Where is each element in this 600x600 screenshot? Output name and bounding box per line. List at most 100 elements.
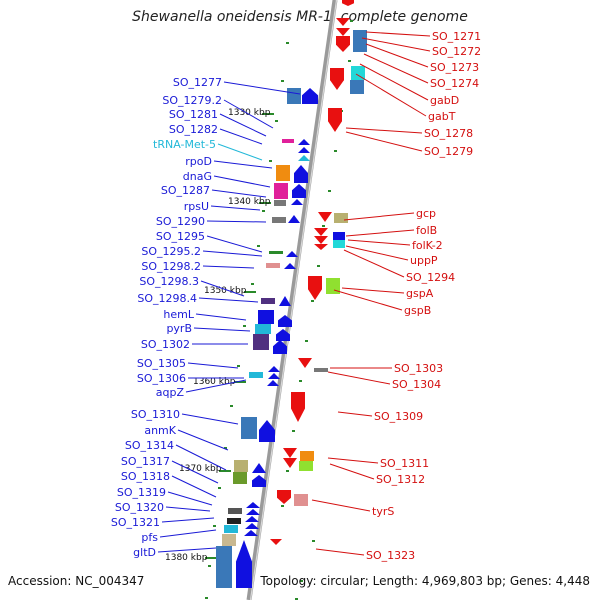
tick-mark <box>230 405 233 407</box>
scale-label: 1330 kbp <box>228 108 271 118</box>
label-leader <box>177 429 229 451</box>
gene-arrow <box>318 212 332 222</box>
gene-arrow <box>292 184 306 198</box>
gene-label-left: SO_1287 <box>161 184 210 197</box>
gene-arrow <box>244 530 258 536</box>
tick-mark <box>295 598 298 600</box>
gene-box <box>233 472 247 484</box>
gene-arrow <box>291 392 305 422</box>
gene-label-right: tyrS <box>372 505 394 518</box>
label-leader <box>327 457 379 464</box>
label-leader <box>181 413 239 425</box>
tick-mark <box>275 120 278 122</box>
gene-label-right: SO_1312 <box>376 473 425 486</box>
gene-arrow <box>270 539 282 545</box>
tick-mark <box>224 447 227 449</box>
label-leader <box>202 265 255 269</box>
gene-arrow <box>328 108 342 132</box>
gene-label-left: SO_1279.2 <box>162 94 222 107</box>
label-leader <box>347 239 411 246</box>
gene-label-right: folB <box>416 224 437 237</box>
gene-arrow <box>286 251 298 257</box>
gene-box <box>249 372 263 378</box>
label-leader <box>200 280 245 297</box>
gene-label-left: SO_1298.4 <box>137 292 197 305</box>
label-leader <box>206 220 267 223</box>
gene-arrow <box>302 88 318 104</box>
gene-box <box>351 66 365 80</box>
gene-label-left: SO_1277 <box>173 76 222 89</box>
gene-label-left: SO_1282 <box>169 123 218 136</box>
gene-arrow <box>298 358 312 368</box>
gene-arrow <box>314 236 328 244</box>
label-leader <box>198 297 259 303</box>
gene-label-left: SO_1295.2 <box>141 245 201 258</box>
gene-label-left: gltD <box>133 546 156 559</box>
gene-arrow <box>259 420 275 442</box>
tick-mark <box>262 210 265 212</box>
gene-label-left: rpoD <box>185 155 212 168</box>
tick-mark <box>312 540 315 542</box>
label-leader <box>361 37 431 52</box>
tick-mark <box>305 340 308 342</box>
gene-box <box>326 278 340 294</box>
gene-box <box>276 165 290 181</box>
tick-mark <box>350 20 353 22</box>
gene-box <box>266 263 280 268</box>
gene-arrow <box>252 463 266 473</box>
label-leader <box>337 411 373 417</box>
label-leader <box>202 250 263 257</box>
tick-mark <box>300 580 303 582</box>
gene-arrow <box>276 329 290 341</box>
genome-backbone <box>246 0 338 600</box>
scale-label: 1380 kbp <box>165 553 208 563</box>
gene-box <box>350 80 364 94</box>
gene-box <box>258 310 274 324</box>
gene-label-right: gspA <box>406 287 434 300</box>
gene-label-right: gabT <box>428 110 456 123</box>
gene-arrow <box>294 165 308 183</box>
tick-mark <box>348 60 351 62</box>
label-leader <box>167 491 213 506</box>
label-leader <box>211 189 267 198</box>
gene-arrow <box>336 36 350 52</box>
gene-label-left: dnaG <box>183 170 212 183</box>
label-leader <box>341 287 405 294</box>
tick-mark <box>257 245 260 247</box>
gene-arrow <box>336 28 350 36</box>
label-leader <box>185 379 247 393</box>
gene-label-left: SO_1290 <box>156 215 205 228</box>
label-leader <box>329 463 375 480</box>
label-leader <box>315 548 365 556</box>
gene-arrow <box>298 147 310 153</box>
gene-label-left: pfs <box>141 531 158 544</box>
label-leader <box>345 131 423 152</box>
gene-label-left: SO_1310 <box>131 408 180 421</box>
gene-label-left: SO_1281 <box>169 108 218 121</box>
label-leader <box>365 31 431 37</box>
gene-box <box>227 518 241 524</box>
gene-arrow <box>298 139 310 145</box>
gene-arrow <box>267 380 279 386</box>
label-leader <box>359 63 429 101</box>
tick-mark <box>322 225 325 227</box>
gene-box <box>299 461 313 471</box>
tick-mark <box>237 365 240 367</box>
gene-label-right: folK-2 <box>412 239 443 252</box>
backbone-highlight <box>249 0 338 600</box>
scale-label: 1350 kbp <box>204 286 247 296</box>
tick-mark <box>269 160 272 162</box>
gene-arrow <box>278 315 292 327</box>
gene-arrow <box>268 366 280 372</box>
gene-label-right: SO_1278 <box>424 127 473 140</box>
gene-label-left: SO_1306 <box>137 372 186 385</box>
gene-box <box>274 183 288 199</box>
gene-label-left: SO_1317 <box>121 455 170 468</box>
gene-label-left: anmK <box>144 424 176 437</box>
gene-box <box>353 30 367 52</box>
tick-mark <box>328 190 331 192</box>
gene-arrow <box>288 215 300 223</box>
gene-label-left: SO_1318 <box>121 470 170 483</box>
gene-label-right: SO_1271 <box>432 30 481 43</box>
gene-label-left: SO_1319 <box>117 486 166 499</box>
